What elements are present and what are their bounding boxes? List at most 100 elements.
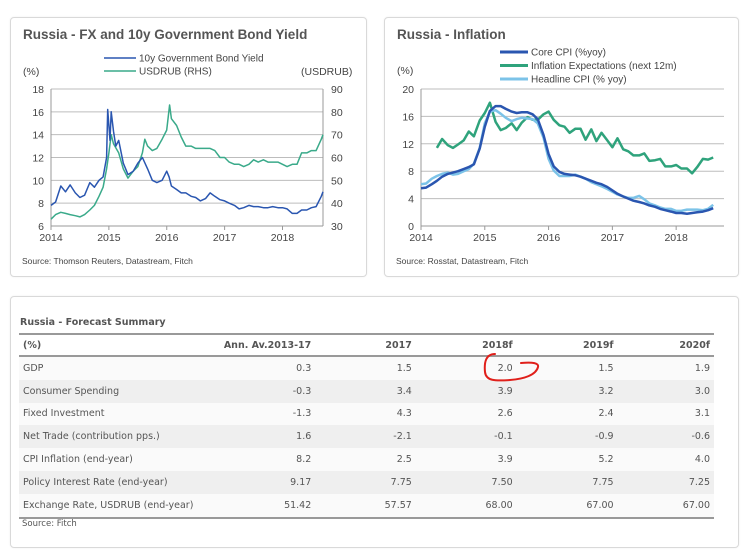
table-header-row: (%) Ann. Av.2013-17 2017 2018f 2019f 202… [19, 334, 714, 356]
cell-value: -0.3 [292, 385, 312, 397]
x-tick-label: 2016 [537, 232, 561, 244]
inflation-chart-source: Source: Rosstat, Datastream, Fitch [396, 256, 529, 266]
y-tick-label: 4 [408, 194, 414, 206]
y-tick-label: 8 [408, 166, 414, 178]
cell-value: -1.3 [292, 408, 312, 420]
forecast-table-source: Source: Fitch [22, 519, 77, 529]
y2-tick-label: 80 [331, 107, 343, 119]
x-tick-label: 2018 [664, 232, 688, 244]
x-tick-label: 2014 [409, 232, 433, 244]
fx-chart-source: Source: Thomson Reuters, Datastream, Fit… [22, 256, 193, 266]
cell-value: 3.1 [694, 408, 710, 420]
column-header: Ann. Av.2013-17 [223, 339, 312, 351]
y-tick-label: 16 [402, 111, 414, 123]
inflation-chart-panel: Russia - Inflation 0 4 8 12 16 20 2014 2015 2016… [384, 17, 739, 277]
cell-value: 4.3 [396, 408, 412, 420]
legend-label: 10y Government Bond Yield [139, 54, 264, 65]
x-tick-label: 2015 [97, 232, 121, 244]
cell-value: 4.0 [694, 454, 710, 466]
fx-bond-chart-panel: Russia - FX and 10y Government Bond Yiel… [10, 17, 367, 277]
x-tick-label: 2016 [155, 232, 179, 244]
y2-tick-label: 70 [331, 130, 343, 142]
cell-value: 2.0 [497, 362, 513, 374]
x-tick-label: 2017 [213, 232, 237, 244]
cell-value: 57.57 [384, 499, 412, 511]
cell-value: 51.42 [284, 499, 312, 511]
column-header: (%) [23, 339, 42, 351]
y2-tick-label: 30 [331, 221, 343, 233]
row-label: Policy Interest Rate (end-year) [23, 476, 168, 488]
column-header: 2017 [385, 339, 412, 351]
cell-value: 2.4 [598, 408, 614, 420]
legend-label: USDRUB (RHS) [139, 67, 212, 78]
cell-value: 68.00 [485, 499, 513, 511]
x-tick-label: 2015 [473, 232, 497, 244]
cell-value: 9.17 [290, 476, 312, 488]
column-header: 2018f [482, 339, 513, 351]
table-row: CPI Inflation (end-year) 8.2 2.5 3.9 5.2 4.0 [19, 448, 714, 471]
cell-value: 7.50 [491, 476, 513, 488]
cell-value: 3.4 [396, 385, 412, 397]
cell-value: 2.6 [497, 408, 513, 420]
y-tick-label: 20 [402, 84, 414, 96]
cell-value: 8.2 [296, 454, 312, 466]
cell-value: -0.1 [494, 431, 513, 443]
y-tick-label: 12 [32, 153, 44, 165]
forecast-summary-table: (%) Ann. Av.2013-17 2017 2018f 2019f 202… [19, 333, 714, 519]
y2-tick-label: 50 [331, 175, 343, 187]
column-header: 2019f [582, 339, 614, 351]
y-tick-label: 6 [38, 221, 44, 233]
cell-value: 7.75 [592, 476, 614, 488]
legend-label: Core CPI (%yoy) [531, 48, 606, 59]
cell-value: 3.2 [598, 385, 614, 397]
y-tick-label: 10 [32, 175, 44, 187]
cell-value: -0.9 [595, 431, 614, 443]
series-line-core-cpi-yoy [420, 104, 714, 215]
y2-tick-label: 90 [331, 84, 343, 96]
row-label: Consumer Spending [23, 385, 120, 397]
cell-value: -2.1 [393, 431, 412, 443]
y-tick-label: 14 [32, 130, 44, 142]
table-row: GDP 0.3 1.5 2.0 1.5 1.9 [19, 356, 714, 380]
cell-value: 2.5 [396, 454, 412, 466]
series-line-usdrub-rhs [50, 104, 324, 220]
cell-value: 3.9 [497, 454, 513, 466]
row-label: CPI Inflation (end-year) [23, 454, 133, 466]
row-label: Net Trade (contribution pps.) [23, 431, 160, 443]
y2-tick-label: 60 [331, 153, 343, 165]
forecast-table-title: Russia - Forecast Summary [20, 317, 166, 328]
fx-chart-title: Russia - FX and 10y Government Bond Yiel… [23, 27, 308, 42]
cell-value: 1.9 [694, 362, 710, 374]
row-label: Exchange Rate, USDRUB (end-year) [23, 499, 194, 511]
y-tick-label: 12 [402, 139, 414, 151]
series-line-headline-cpi-yoy [420, 108, 714, 213]
cell-value: 67.00 [682, 499, 710, 511]
table-row: Policy Interest Rate (end-year) 9.17 7.75 7… [19, 470, 714, 494]
legend-label: Headline CPI (% yoy) [531, 75, 627, 86]
y2-tick-label: 40 [331, 198, 343, 210]
cell-value: 1.5 [396, 362, 412, 374]
x-tick-label: 2014 [39, 232, 63, 244]
cell-value: 7.25 [688, 476, 710, 488]
row-label: Fixed Investment [23, 408, 105, 420]
table-row: Consumer Spending -0.3 3.4 3.9 3.2 3.0 [19, 379, 714, 403]
y-axis-label: (%) [397, 65, 413, 77]
cell-value: 0.3 [296, 362, 312, 374]
row-label: GDP [23, 362, 44, 374]
x-tick-label: 2017 [601, 232, 625, 244]
series-line-10y-government-bond-yield [50, 108, 324, 215]
inflation-chart-title: Russia - Inflation [397, 27, 506, 42]
cell-value: 67.00 [586, 499, 614, 511]
y-axis-label: (%) [23, 66, 39, 78]
table-row: Exchange Rate, USDRUB (end-year) 51.42 57.… [19, 493, 714, 518]
cell-value: 1.6 [296, 431, 312, 443]
table-row: Fixed Investment -1.3 4.3 2.6 2.4 3.1 [19, 402, 714, 426]
cell-value: 3.0 [694, 385, 710, 397]
cell-value: 5.2 [598, 454, 614, 466]
cell-value: 7.75 [390, 476, 412, 488]
table-row: Net Trade (contribution pps.) 1.6 -2.1 -0.1… [19, 425, 714, 449]
cell-value: 3.9 [497, 385, 513, 397]
inflation-chart: 0 4 8 12 16 20 2014 2015 2016 2017 2018 (%) Core CPI… [397, 48, 724, 244]
fx-bond-chart: 6 8 10 12 14 16 18 30 40 50 60 70 80 90 2014 2015 2016 20… [23, 54, 352, 245]
cell-value: -0.6 [691, 431, 710, 443]
